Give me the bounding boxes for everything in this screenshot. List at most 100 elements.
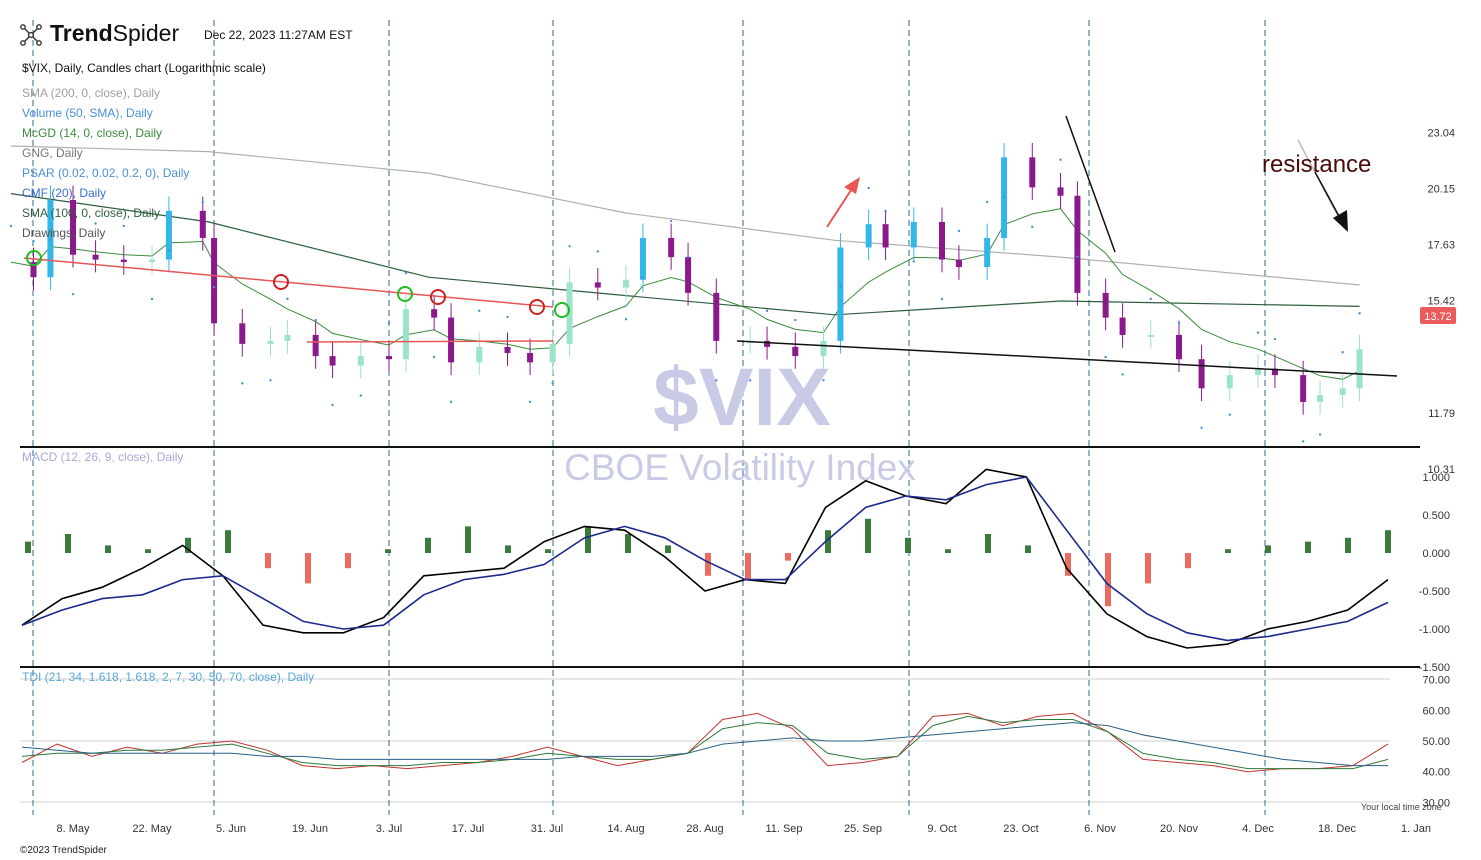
psar-dot: [122, 224, 125, 228]
psar-dot: [71, 292, 75, 296]
signal-marker-circle: [397, 286, 413, 302]
psar-dot: [641, 276, 645, 279]
macd-histogram-bar: [25, 541, 31, 553]
candle-body: [910, 221, 917, 248]
psar-dot: [150, 297, 154, 301]
price-axis-tick: 17.63: [1427, 239, 1455, 251]
date-axis-tick: 25. Sep: [844, 823, 882, 835]
date-axis-tick: 8. May: [56, 823, 90, 835]
candle-body: [329, 356, 336, 366]
candle-body: [549, 343, 556, 363]
psar-dot: [551, 382, 554, 385]
candle-body: [1300, 375, 1307, 402]
macd-axis-tick: -1.000: [1419, 624, 1450, 636]
trendspider-logo-icon: [20, 24, 42, 46]
date-axis-tick: 4. Dec: [1242, 823, 1274, 835]
macd-axis-tick: -1.500: [1419, 662, 1450, 674]
candle-body: [1176, 334, 1182, 360]
psar-dot: [1002, 195, 1006, 199]
psar-dot: [669, 219, 673, 223]
indicator-volume-label[interactable]: Volume (50, SMA), Daily: [22, 106, 153, 120]
candle-body: [865, 224, 872, 248]
candle-body: [639, 237, 646, 280]
date-axis-tick: 9. Oct: [927, 823, 956, 835]
timezone-note[interactable]: Your local time zone: [1361, 802, 1442, 812]
psar-dot: [715, 379, 718, 382]
indicator-mcgd-label[interactable]: McGD (14, 0, close), Daily: [22, 126, 163, 140]
psar-dot: [94, 222, 97, 225]
candle-body: [431, 309, 438, 318]
macd-histogram-bar: [385, 549, 391, 553]
tdi-line: [21, 715, 1389, 770]
psar-dot: [1273, 337, 1277, 341]
macd-axis-tick: 1.000: [1422, 472, 1450, 484]
arrow-down-shaft: [1314, 171, 1341, 219]
signal-marker-circle: [273, 274, 289, 290]
arrow-up-shaft: [826, 183, 856, 228]
macd-histogram-bar: [1145, 553, 1151, 584]
psar-dot: [286, 297, 289, 301]
watermark: $VIX CBOE Volatility Index: [564, 352, 916, 488]
macd-histogram-bar: [825, 530, 831, 553]
indicator-psar-label[interactable]: PSAR (0.02, 0.02, 0.2, 0), Daily: [22, 166, 190, 180]
psar-dot: [9, 224, 13, 228]
psar-dot: [1149, 297, 1152, 301]
psar-dot: [794, 318, 797, 322]
candle-body: [820, 340, 827, 357]
grid-layer: [20, 20, 1420, 815]
candle-body: [448, 317, 455, 363]
macd-histogram-bar: [1105, 553, 1111, 607]
macd-chart[interactable]: [21, 468, 1391, 649]
indicator-drawings-label[interactable]: Drawings, Daily: [22, 226, 106, 240]
price-axis-tick: 11.79: [1428, 408, 1455, 420]
candle-body: [764, 340, 771, 347]
indicator-sma100-label[interactable]: SMA (100, 0, close), Daily: [22, 206, 161, 220]
tdi-pane-label[interactable]: TDI (21, 34, 1.618, 1.618, 2, 7, 30, 50,…: [22, 670, 315, 684]
tdi-axis-tick: 70.00: [1422, 675, 1450, 687]
macd-axis-tick: -0.500: [1419, 586, 1450, 598]
watermark-symbol: $VIX: [653, 352, 831, 443]
date-axis-tick: 28. Aug: [686, 823, 723, 835]
candle-body: [386, 356, 392, 360]
macd-histogram-bar: [745, 553, 751, 580]
macd-histogram-bar: [265, 553, 271, 569]
tdi-chart[interactable]: [21, 712, 1389, 773]
tdi-line: [21, 712, 1389, 773]
psar-dot: [201, 200, 204, 204]
candle-body: [984, 237, 991, 268]
macd-histogram-bar: [1185, 553, 1191, 569]
logo-bold: Trend: [50, 20, 113, 46]
macd-pane-label[interactable]: MACD (12, 26, 9, close), Daily: [22, 450, 184, 464]
psar-dot: [822, 379, 825, 382]
axes-layer: 23.04 20.15 17.63 15.42 11.79 10.31 8. May 22. …: [56, 127, 1455, 835]
macd-histogram-bar: [185, 537, 191, 553]
price-axis-tick: 20.15: [1427, 183, 1455, 195]
psar-dot: [1200, 426, 1203, 430]
date-axis-tick: 31. Jul: [531, 823, 563, 835]
candle-body: [668, 237, 675, 258]
indicator-gng-label[interactable]: GNG, Daily: [22, 146, 83, 160]
psar-dot: [404, 271, 408, 275]
macd-histogram-bar: [585, 526, 591, 553]
psar-dot: [449, 400, 453, 404]
psar-dot: [596, 250, 599, 253]
psar-dot: [940, 297, 944, 301]
psar-dot: [32, 239, 35, 243]
psar-dot: [765, 309, 769, 313]
indicator-sma200-label[interactable]: SMA (200, 0, close), Daily: [22, 86, 161, 100]
macd-histogram-bar: [865, 518, 871, 553]
symbol-title: $VIX, Daily, Candles chart (Logarithmic …: [22, 61, 266, 75]
macd-histogram-bar: [985, 534, 991, 553]
candle-body: [1317, 395, 1324, 402]
macd-histogram-bar: [1305, 541, 1311, 553]
macd-histogram-bar: [65, 534, 71, 553]
date-axis-tick: 23. Oct: [1003, 823, 1038, 835]
price-chart[interactable]: [9, 142, 1363, 443]
candle-body: [120, 259, 127, 263]
psar-dot: [1228, 413, 1231, 416]
macd-histogram-bar: [705, 553, 711, 576]
psar-dot: [686, 255, 690, 259]
indicator-cmf-label[interactable]: CMF (20), Daily: [22, 186, 107, 200]
candle-body: [284, 334, 291, 341]
